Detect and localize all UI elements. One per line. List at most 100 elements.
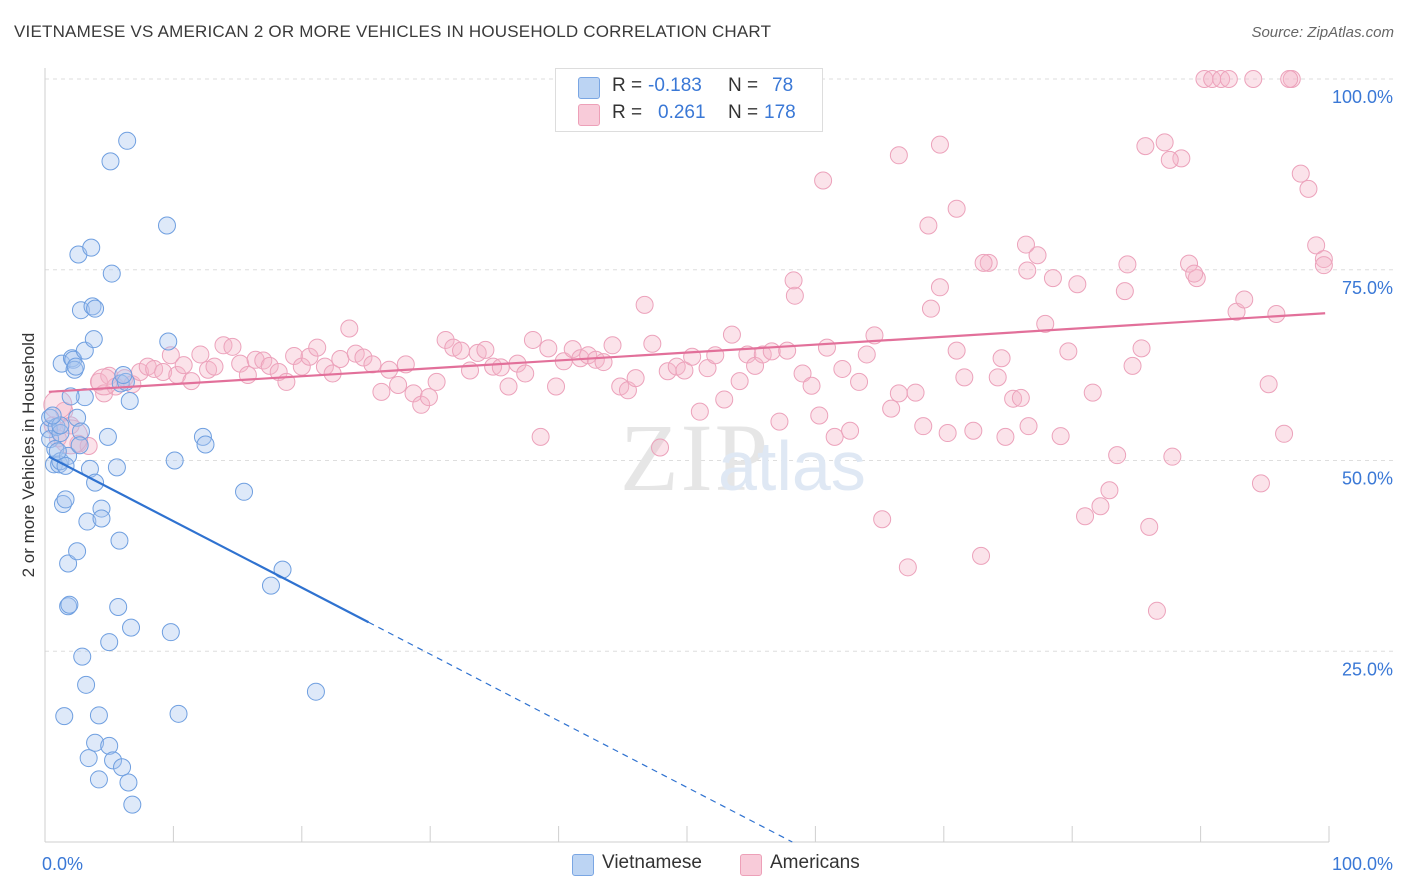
axes xyxy=(44,68,1330,843)
americans-point xyxy=(784,271,803,290)
americans-point xyxy=(1280,70,1299,88)
americans-point xyxy=(547,377,566,396)
vietnamese-point xyxy=(60,595,79,614)
americans-point xyxy=(516,364,535,383)
legend-r-value: -0.183 xyxy=(648,75,702,96)
americans-point xyxy=(354,348,373,367)
source-label: Source: ZipAtlas.com xyxy=(1251,24,1394,41)
americans-point xyxy=(1004,389,1023,408)
americans-point xyxy=(1136,137,1155,156)
americans-point xyxy=(930,135,949,154)
americans-point xyxy=(992,349,1011,368)
americans-point xyxy=(292,357,311,376)
americans-point xyxy=(814,171,833,190)
americans-point xyxy=(154,362,173,381)
vietnamese-point xyxy=(98,427,117,446)
americans-point xyxy=(1180,254,1199,273)
americans-point xyxy=(988,368,1007,387)
correlation-legend: R = -0.183 N = 78 R = 0.261 N = 178 xyxy=(555,68,823,132)
americans-point xyxy=(1043,269,1062,288)
americans-trend-line xyxy=(48,312,1326,393)
americans-point xyxy=(793,364,812,383)
americans-point xyxy=(499,377,518,396)
americans-point xyxy=(825,427,844,446)
americans-point xyxy=(1123,356,1142,375)
vietnamese-point xyxy=(161,623,180,642)
americans-point xyxy=(1307,236,1326,255)
vietnamese-legend-swatch xyxy=(572,854,594,876)
vietnamese-point xyxy=(235,482,254,501)
americans-point xyxy=(1115,282,1134,301)
americans-point xyxy=(996,427,1015,446)
americans-point xyxy=(389,375,408,394)
americans-point xyxy=(964,421,983,440)
vietnamese-point xyxy=(120,391,139,410)
americans-point xyxy=(865,326,884,345)
americans-point xyxy=(300,347,319,366)
americans-point xyxy=(1083,383,1102,402)
legend-r-value: 0.261 xyxy=(658,102,706,123)
americans-point xyxy=(730,372,749,391)
americans-point xyxy=(1314,256,1333,275)
americans-point xyxy=(778,341,797,360)
americans-point xyxy=(61,416,80,435)
y-tick-label: 50.0% xyxy=(1342,469,1393,489)
vietnamese-point xyxy=(66,357,85,376)
americans-point xyxy=(873,510,892,529)
americans-point xyxy=(269,362,288,381)
americans-legend-label: Americans xyxy=(770,852,860,873)
americans-points xyxy=(43,70,1333,620)
americans-point xyxy=(214,336,233,355)
americans-point xyxy=(1172,149,1191,168)
americans-point xyxy=(174,356,193,375)
vietnamese-point xyxy=(68,542,87,561)
americans-point xyxy=(594,353,613,372)
vietnamese-point xyxy=(41,408,60,427)
vietnamese-point xyxy=(83,297,102,316)
americans-point xyxy=(972,546,991,565)
americans-point xyxy=(603,336,622,355)
legend-n-value: 78 xyxy=(772,75,794,96)
legend-n-label: N = xyxy=(728,75,759,96)
vietnamese-point xyxy=(118,131,137,150)
americans-point xyxy=(938,424,957,443)
americans-point xyxy=(850,372,869,391)
legend-n-value: 178 xyxy=(764,102,796,123)
americans-point xyxy=(914,417,933,436)
bottom-legend-americans: Americans xyxy=(740,852,890,878)
americans-point xyxy=(523,330,542,349)
vietnamese-point xyxy=(70,436,89,455)
americans-point xyxy=(372,382,391,401)
americans-point xyxy=(531,427,550,446)
americans-point xyxy=(412,395,431,414)
americans-point xyxy=(1108,446,1127,465)
americans-point xyxy=(436,330,455,349)
americans-point xyxy=(690,402,709,421)
americans-point xyxy=(1068,275,1087,294)
trend-lines xyxy=(48,312,1326,843)
y-tick-label: 25.0% xyxy=(1342,659,1393,679)
vietnamese-point xyxy=(43,406,62,425)
chart-title: VIETNAMESE VS AMERICAN 2 OR MORE VEHICLE… xyxy=(14,22,772,41)
vietnamese-point xyxy=(79,749,98,768)
vietnamese-point xyxy=(59,597,78,616)
bottom-legend-vietnamese: Vietnamese xyxy=(572,852,722,878)
americans-point xyxy=(1314,250,1333,269)
americans-point xyxy=(1011,388,1030,407)
americans-point xyxy=(1212,70,1231,88)
y-axis-label: 2 or more Vehicles in Household xyxy=(19,333,38,578)
vietnamese-trend-extension xyxy=(368,621,793,843)
americans-point xyxy=(762,342,781,361)
americans-point xyxy=(1275,424,1294,443)
americans-point xyxy=(79,437,98,456)
americans-point xyxy=(161,346,180,365)
americans-point xyxy=(1016,235,1035,254)
americans-point xyxy=(919,216,938,235)
americans-point xyxy=(1244,70,1263,88)
vietnamese-point xyxy=(82,238,101,257)
vietnamese-trend-line xyxy=(48,455,370,624)
americans-point xyxy=(626,369,645,388)
vietnamese-point xyxy=(100,633,119,652)
watermark-zip: ZIP xyxy=(620,404,770,511)
americans-point xyxy=(1160,150,1179,169)
